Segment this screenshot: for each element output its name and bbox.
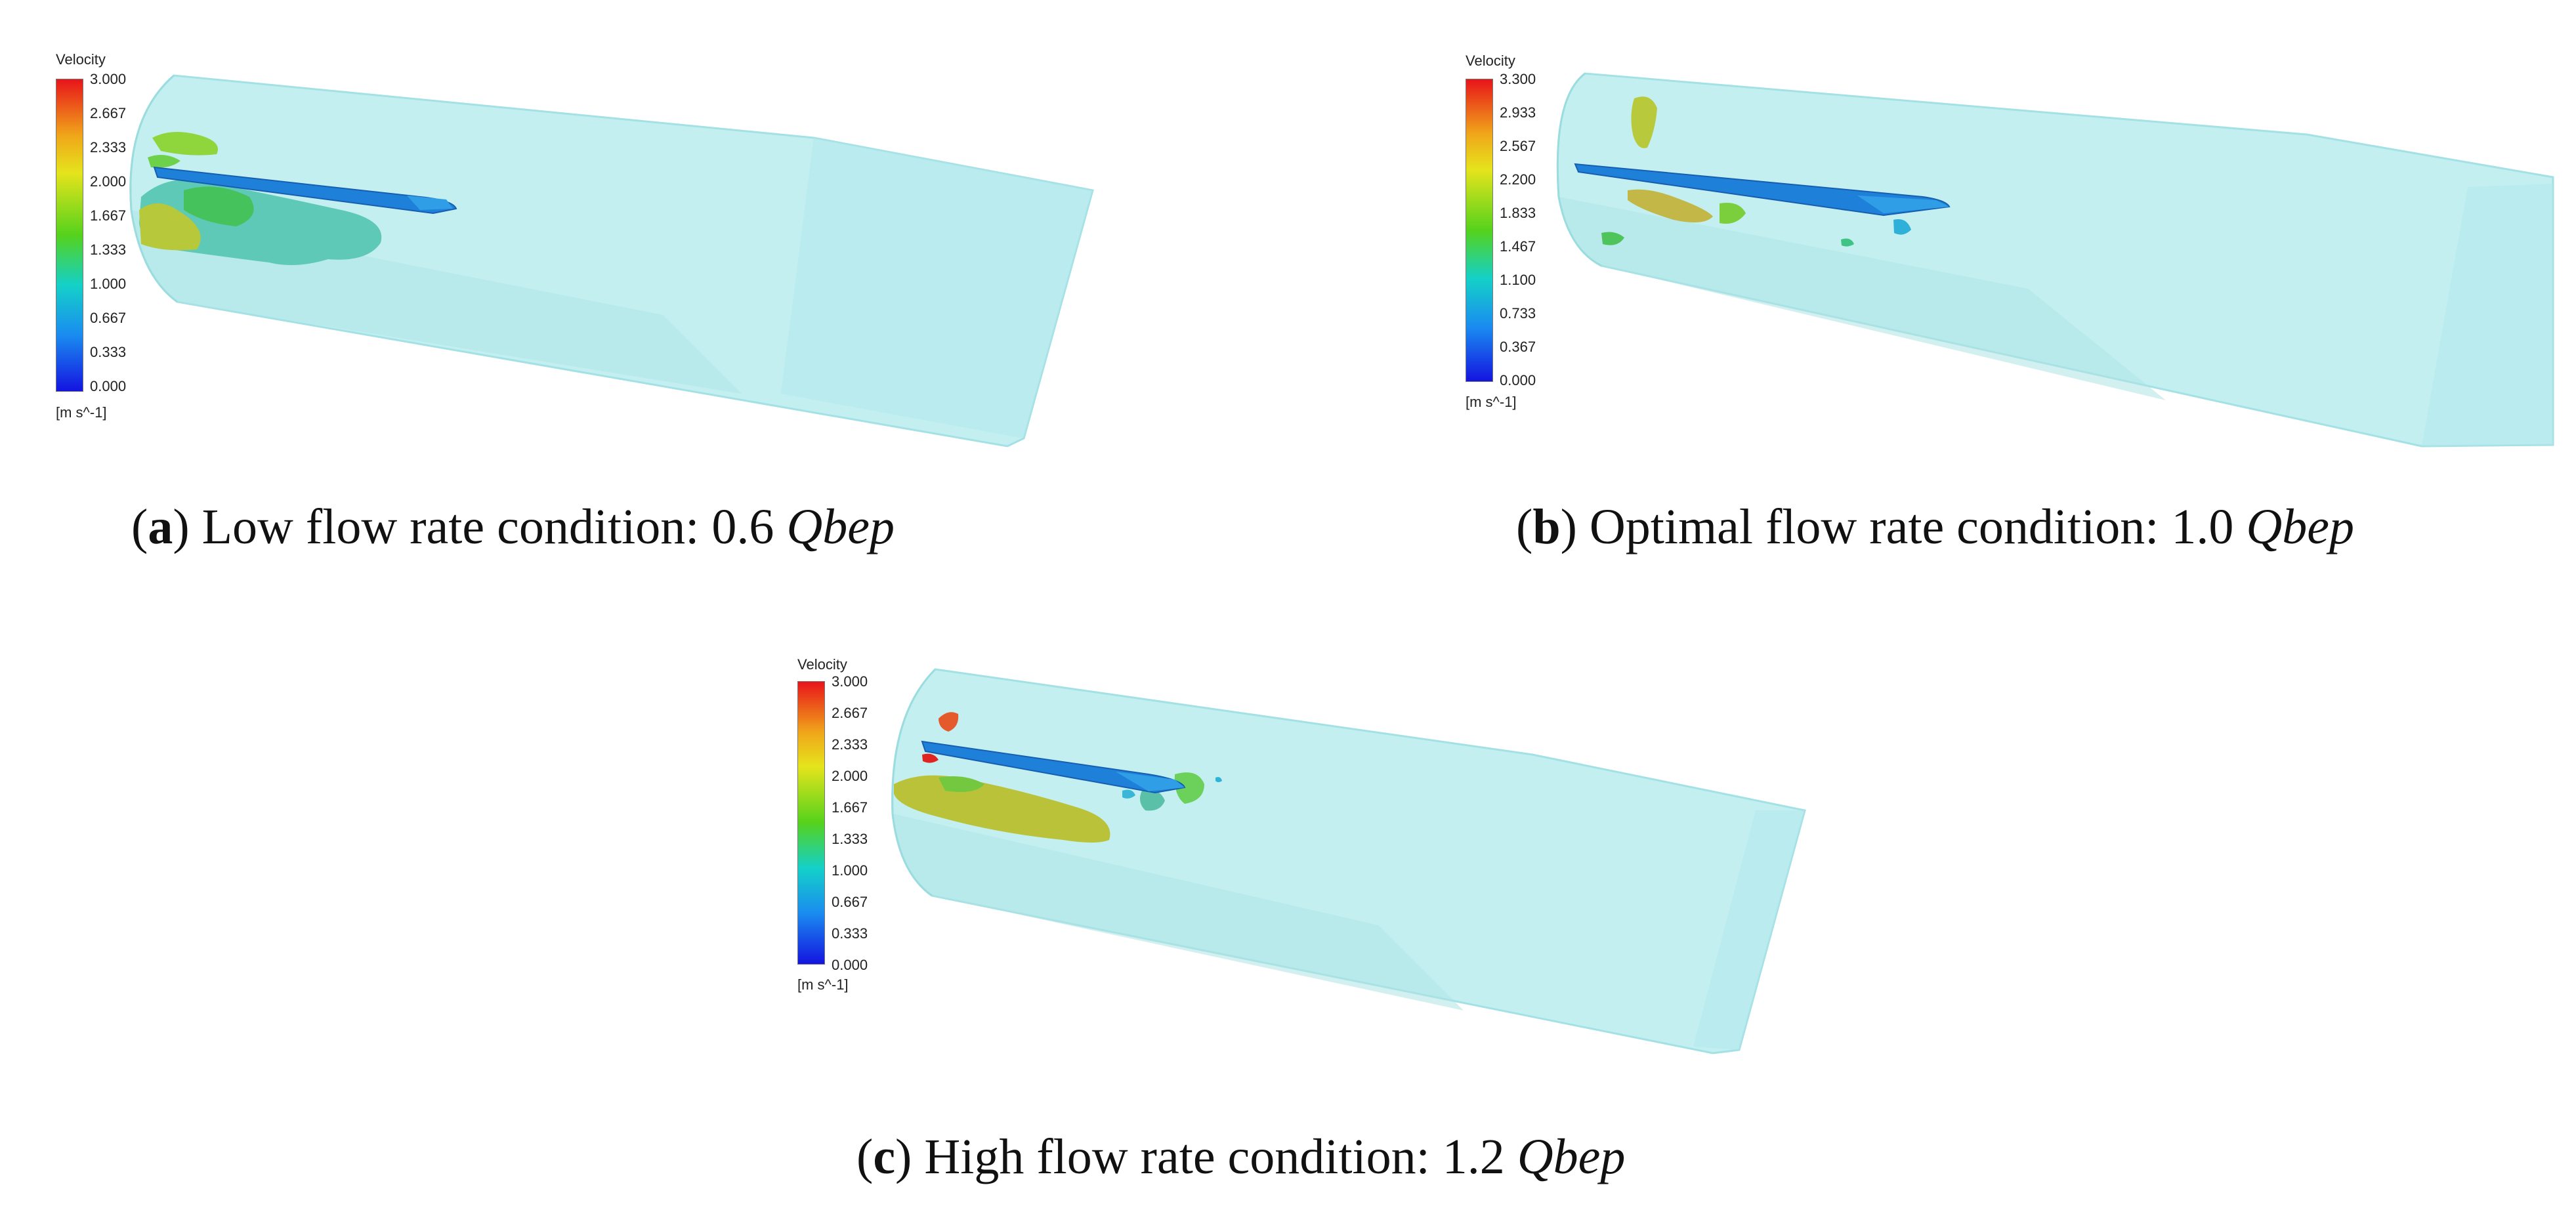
legend-tick: 0.333 — [832, 925, 868, 942]
vortex-isosurface-right — [1139, 789, 1165, 811]
legend-tick: 2.333 — [832, 736, 868, 753]
vortex-isosurface-lower — [894, 775, 1110, 843]
legend-tick: 2.333 — [90, 139, 127, 156]
legend-tick: 0.000 — [90, 378, 127, 394]
panel-b: Velocity 3.300 2.933 2.567 2.200 1.833 1… — [1411, 0, 2576, 577]
velocity-legend-a: Velocity 3.000 2.667 2.333 2.000 1.667 1… — [56, 51, 148, 425]
runner-blade-tip — [1116, 772, 1185, 791]
legend-unit: [m s^-1] — [797, 976, 849, 993]
legend-title: Velocity — [1466, 52, 1515, 69]
runner-blade-tip — [1857, 196, 1949, 213]
vortex-isosurface-left — [1601, 232, 1624, 245]
panel-a: Velocity 3.000 2.667 2.333 2.000 1.667 1… — [0, 0, 1288, 577]
vortex-isosurface-mid — [1628, 189, 1713, 222]
vortex-isosurface-small — [1841, 238, 1854, 247]
vortex-isosurface-top — [939, 712, 959, 732]
vortex-isosurface-upper-2 — [148, 155, 180, 168]
legend-tick: 0.333 — [90, 344, 127, 360]
legend-unit: [m s^-1] — [56, 404, 107, 421]
draft-tube-inlet — [1556, 72, 1602, 267]
draft-tube-shading — [893, 814, 1464, 1011]
draft-tube-outlet-face — [781, 138, 1093, 438]
legend-tick: 1.467 — [1500, 238, 1536, 255]
legend-tick: 0.733 — [1500, 305, 1536, 322]
vortex-isosurface-lower-green — [184, 186, 254, 226]
panel-c: Velocity 3.000 2.667 2.333 2.000 1.667 1… — [722, 643, 1903, 1089]
colorbar — [797, 681, 825, 965]
runner-blade-tip — [407, 196, 453, 210]
legend-tick: 2.000 — [832, 768, 868, 784]
legend-tick: 2.000 — [90, 173, 127, 190]
caption-c: (c) High flow rate condition: 1.2 Qbep — [856, 1129, 1626, 1184]
draft-tube-outlet-face — [2422, 184, 2553, 446]
legend-tick: 0.667 — [832, 894, 868, 910]
vortex-isosurface-dot — [1215, 777, 1222, 782]
legend-tick: 1.667 — [90, 207, 127, 224]
colorbar — [56, 79, 83, 392]
vortex-isosurface-mid-2 — [1720, 203, 1746, 224]
legend-tick: 2.567 — [1500, 138, 1536, 154]
runner-blade — [921, 740, 1186, 794]
draft-tube-outlet-face — [1693, 810, 1805, 1050]
runner-blade — [1574, 163, 1951, 217]
legend-tick: 3.000 — [832, 673, 868, 690]
velocity-legend-b: Velocity 3.300 2.933 2.567 2.200 1.833 1… — [1466, 52, 1557, 420]
legend-tick: 1.000 — [832, 862, 868, 879]
vortex-isosurface-top — [1631, 96, 1657, 148]
vortex-isosurface-right-2 — [1893, 219, 1911, 235]
legend-unit: [m s^-1] — [1466, 394, 1517, 410]
draft-tube-inlet — [129, 74, 178, 303]
vortex-isosurface-right-2 — [1174, 772, 1204, 804]
legend-tick: 0.667 — [90, 310, 127, 326]
legend-tick: 3.300 — [1500, 71, 1536, 87]
draft-tube-render-a — [129, 74, 1094, 448]
legend-tick: 1.000 — [90, 276, 127, 292]
vortex-isosurface-lower-yellow — [139, 203, 201, 251]
legend-tick: 1.100 — [1500, 272, 1536, 288]
legend-tick: 0.367 — [1500, 339, 1536, 355]
legend-tick: 1.333 — [832, 831, 868, 847]
draft-tube-render-b — [1556, 72, 2554, 448]
legend-tick: 1.667 — [832, 799, 868, 816]
legend-tick: 0.000 — [832, 957, 868, 973]
vortex-isosurface-lower-green — [939, 776, 984, 793]
draft-tube-shading — [1559, 197, 2166, 400]
legend-tick: 2.933 — [1500, 104, 1536, 121]
colorbar — [1466, 79, 1493, 382]
legend-tick: 0.000 — [1500, 372, 1536, 388]
velocity-legend-c: Velocity 3.000 2.667 2.333 2.000 1.667 1… — [797, 656, 889, 997]
legend-tick: 2.667 — [832, 705, 868, 721]
legend-title: Velocity — [56, 51, 106, 68]
caption-b: (b) Optimal flow rate condition: 1.0 Qbe… — [1516, 499, 2354, 554]
draft-tube-render-c — [891, 668, 1806, 1054]
legend-tick: 1.833 — [1500, 205, 1536, 221]
legend-title: Velocity — [797, 656, 847, 673]
vortex-isosurface-upper — [152, 132, 218, 156]
legend-tick: 2.667 — [90, 105, 127, 121]
caption-a: (a) Low flow rate condition: 0.6 Qbep — [131, 499, 895, 554]
vortex-isosurface-small — [1122, 789, 1135, 799]
legend-tick: 1.333 — [90, 241, 127, 258]
draft-tube-inlet — [891, 668, 937, 897]
legend-tick: 2.200 — [1500, 171, 1536, 188]
legend-tick: 3.000 — [90, 71, 127, 87]
vortex-isosurface-red — [922, 753, 939, 763]
